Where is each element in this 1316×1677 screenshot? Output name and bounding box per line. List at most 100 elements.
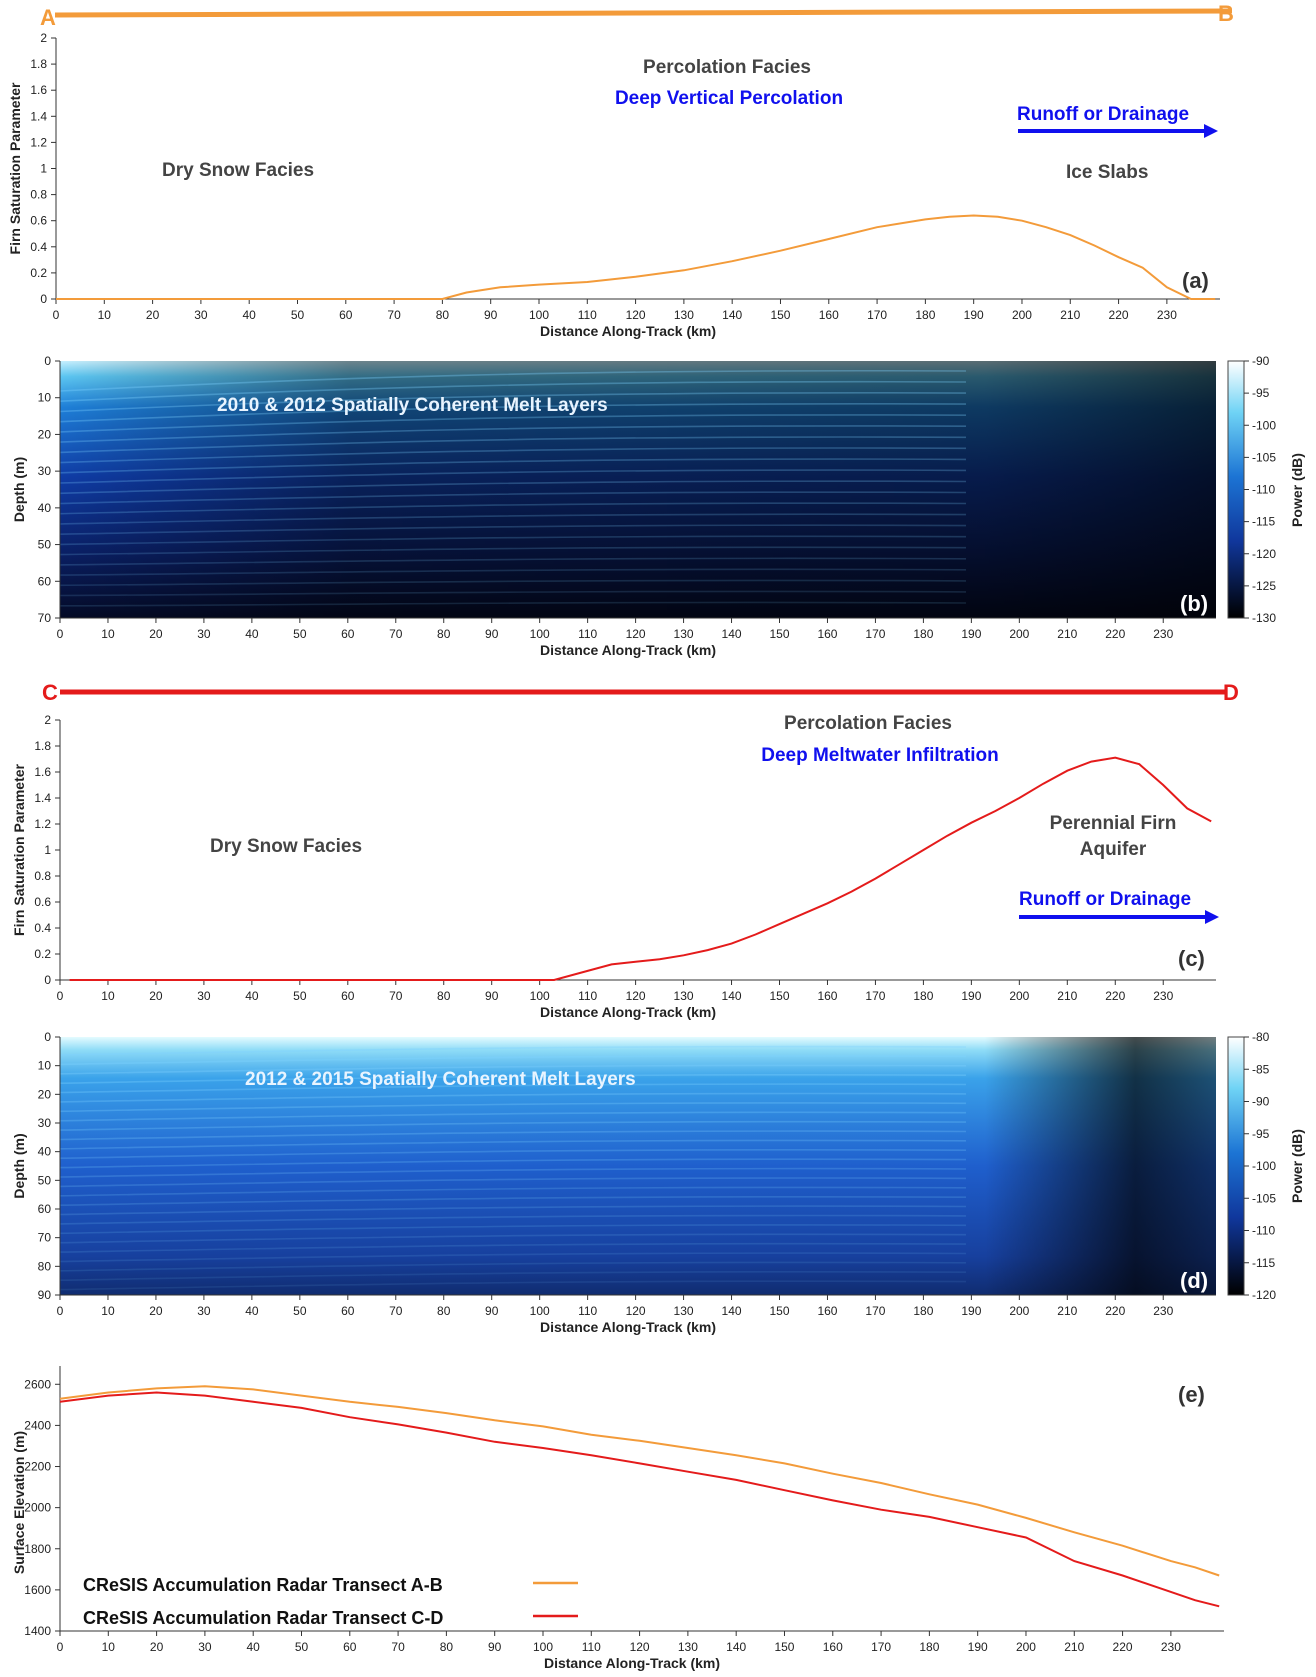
x-tick-label: 120 (626, 989, 646, 1003)
melt-layer-trace (59, 1139, 967, 1150)
x-tick-label: 0 (57, 1304, 64, 1318)
colorbar-tick-label: -100 (1252, 418, 1276, 432)
y-tick-label: 0.6 (30, 214, 47, 228)
x-tick-label: 50 (293, 1304, 307, 1318)
x-tick-label: 90 (488, 1640, 502, 1654)
colorbar-tick-label: -110 (1252, 483, 1275, 497)
y-tick-label: 1600 (24, 1583, 51, 1597)
y-tick-label: 0 (40, 292, 47, 306)
panel-a-plot-area: 0 10 20 30 40 50 60 70 80 90 100 110 120 130 140 150 160… (7, 31, 1220, 339)
x-tick-label: 10 (101, 627, 115, 641)
y-tick-label: 1.8 (30, 57, 47, 71)
x-tick-label: 170 (865, 1304, 885, 1318)
radargram-b-shading (60, 361, 1216, 618)
x-tick-label: 220 (1105, 989, 1125, 1003)
x-tick-label: 230 (1161, 1640, 1181, 1654)
y-tick-label: 1.2 (30, 135, 47, 149)
annotation-dry-snow-facies: Dry Snow Facies (162, 160, 314, 181)
x-tick-label: 70 (389, 1304, 403, 1318)
x-tick-label: 230 (1153, 989, 1173, 1003)
x-tick-label: 220 (1105, 627, 1125, 641)
x-tick-label: 120 (626, 627, 646, 641)
x-tick-label: 50 (291, 308, 305, 322)
x-tick-label: 140 (722, 627, 742, 641)
x-tick-label: 170 (867, 308, 887, 322)
x-tick-label: 210 (1057, 627, 1077, 641)
melt-layer-trace (59, 1111, 967, 1122)
x-tick-label: 50 (293, 627, 307, 641)
melt-layer-trace (59, 1102, 967, 1113)
annotation-runoff-drainage: Runoff or Drainage (1017, 104, 1189, 125)
melt-layer-trace (59, 480, 967, 495)
runoff-arrow-icon (1018, 124, 1218, 138)
melt-layer-trace (59, 491, 967, 505)
x-tick-label: 90 (485, 989, 499, 1003)
melt-layer-trace (59, 1205, 967, 1216)
melt-layer-trace (59, 369, 967, 392)
colorbar-tick-label: -95 (1252, 386, 1270, 400)
colorbar-tick-label: -105 (1252, 450, 1276, 464)
y-tick-label: 20 (38, 427, 52, 441)
x-axis-label: Distance Along-Track (km) (540, 1004, 716, 1020)
x-tick-label: 10 (98, 308, 112, 322)
panel-label-a: (a) (1182, 268, 1209, 293)
x-tick-label: 210 (1057, 1304, 1077, 1318)
y-tick-label: 50 (38, 1173, 52, 1187)
colorbar-tick-label: -125 (1252, 579, 1276, 593)
panel-b-axes: 0 10 20 30 40 50 60 70 80 90 100 110 120 130 140 150 160… (11, 354, 1216, 658)
y-axis-label: Surface Elevation (m) (11, 1431, 27, 1574)
x-tick-label: 70 (387, 308, 401, 322)
x-tick-label: 30 (194, 308, 208, 322)
y-tick-label: 70 (38, 611, 52, 625)
x-tick-label: 160 (817, 989, 837, 1003)
y-tick-label: 0.8 (30, 188, 47, 202)
melt-layer-trace (59, 1055, 967, 1066)
series-line-e-1 (59, 1391, 1220, 1608)
transect-start-a: A (40, 5, 56, 30)
x-tick-label: 210 (1057, 989, 1077, 1003)
panel-b-radargram: 0 10 20 30 40 50 60 70 80 90 100 110 120 130 140 150 160… (11, 354, 1305, 658)
x-axis-label: Distance Along-Track (km) (540, 1319, 716, 1335)
x-axis-label: Distance Along-Track (km) (540, 323, 716, 339)
melt-layer-trace (59, 458, 967, 474)
y-tick-label: 1.6 (34, 765, 51, 779)
x-tick-label: 20 (149, 989, 163, 1003)
y-axis-label: Firn Saturation Parameter (7, 82, 23, 254)
melt-layer-trace (59, 568, 967, 576)
legend-label-cd: CReSIS Accumulation Radar Transect C-D (83, 1608, 443, 1628)
y-tick-label: 0 (44, 973, 51, 987)
melt-layer-trace (59, 579, 967, 587)
x-tick-label: 110 (578, 1304, 597, 1318)
x-tick-label: 90 (485, 627, 499, 641)
melt-layer-trace (59, 1130, 967, 1141)
x-tick-label: 170 (865, 627, 885, 641)
melt-layer-trace (59, 1195, 967, 1206)
x-axis-label: Distance Along-Track (km) (540, 642, 716, 658)
annotation-percolation-facies-c: Percolation Facies (784, 713, 952, 734)
panel-d-axes: 0 10 20 30 40 50 60 70 80 90 100 110 120 130 140 150 160… (11, 1030, 1216, 1335)
annotation-ice-slabs: Ice Slabs (1066, 162, 1148, 183)
colorbar-tick-label: -90 (1252, 354, 1270, 368)
panel-e-elevation-chart: 0 10 20 30 40 50 60 70 80 90 100 110 120 130 140 150 160… (11, 1366, 1224, 1671)
x-tick-label: 170 (865, 989, 885, 1003)
melt-layer-trace (59, 1092, 967, 1103)
y-tick-label: 10 (38, 1059, 52, 1073)
y-tick-label: 0 (44, 1030, 51, 1044)
x-axis-label: Distance Along-Track (km) (544, 1655, 720, 1671)
melt-layer-trace (59, 469, 967, 484)
x-tick-label: 100 (530, 1304, 550, 1318)
x-tick-label: 140 (722, 308, 742, 322)
x-tick-label: 100 (529, 308, 549, 322)
radargram-b-layers (59, 369, 967, 607)
melt-layer-trace (59, 1167, 967, 1178)
panel-d-radargram: 0 10 20 30 40 50 60 70 80 90 100 110 120 130 140 150 160… (11, 1030, 1305, 1335)
x-tick-label: 0 (57, 627, 64, 641)
x-tick-label: 160 (817, 1304, 837, 1318)
x-tick-label: 110 (578, 308, 597, 322)
melt-layer-trace (59, 546, 967, 556)
melt-layer-trace (59, 1148, 967, 1159)
y-tick-label: 20 (38, 1087, 52, 1101)
x-tick-label: 40 (245, 989, 259, 1003)
y-tick-label: 0.4 (30, 240, 47, 254)
x-tick-label: 30 (197, 989, 211, 1003)
